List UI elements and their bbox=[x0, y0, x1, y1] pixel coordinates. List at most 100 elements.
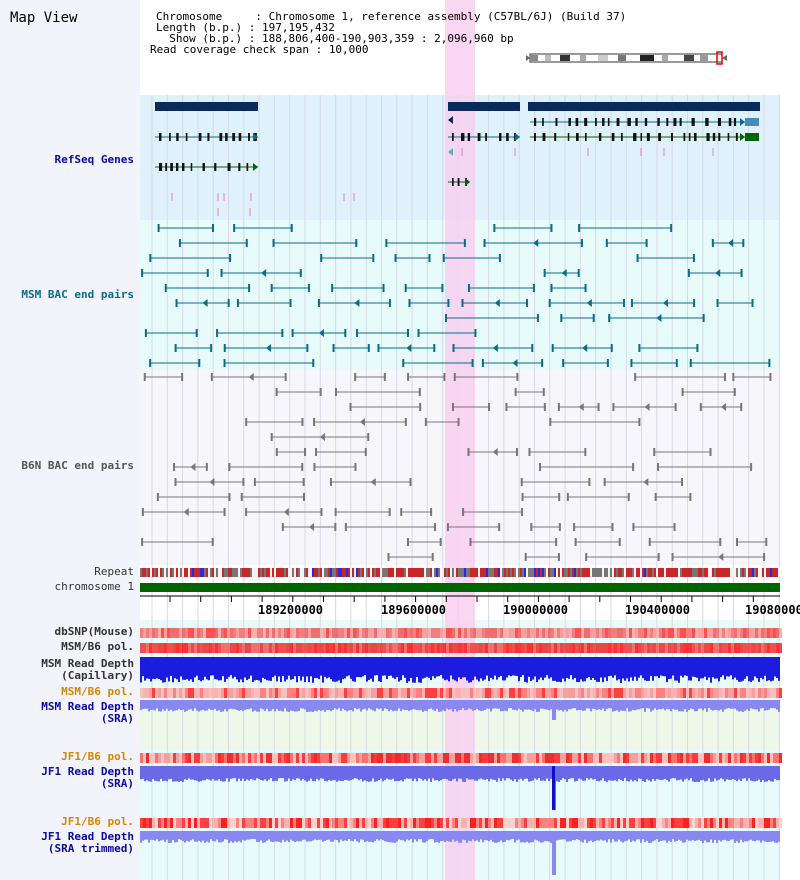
read-depth-bar bbox=[368, 700, 370, 709]
read-depth-bar bbox=[620, 766, 622, 780]
bac-end-mark bbox=[557, 403, 560, 411]
polymorphism-cell bbox=[542, 818, 545, 828]
repeat-mark bbox=[338, 568, 340, 577]
repeat-mark bbox=[490, 568, 492, 577]
bac-end-mark bbox=[654, 493, 657, 501]
read-depth-bar bbox=[446, 657, 448, 680]
read-depth-bar bbox=[178, 831, 180, 840]
track-label-msm-bac[interactable]: MSM BAC end pairs bbox=[21, 288, 134, 301]
bac-end-mark bbox=[229, 254, 232, 262]
read-depth-bar bbox=[228, 700, 230, 710]
polymorphism-cell bbox=[455, 643, 458, 653]
bac-end-mark bbox=[550, 224, 553, 232]
polymorphism-cell bbox=[464, 628, 467, 638]
read-depth-bar bbox=[744, 700, 746, 711]
read-depth-bar bbox=[570, 831, 572, 842]
polymorphism-cell bbox=[602, 688, 605, 698]
read-depth-bar bbox=[704, 831, 706, 841]
read-depth-bar bbox=[732, 657, 734, 680]
polymorphism-cell bbox=[296, 818, 299, 828]
polymorphism-cell bbox=[575, 688, 578, 698]
read-depth-bar bbox=[358, 766, 360, 781]
polymorphism-cell bbox=[662, 753, 665, 763]
read-depth-bar bbox=[634, 766, 636, 781]
read-depth-bar bbox=[582, 831, 584, 843]
axis-tick-label: 190000000 bbox=[503, 603, 569, 617]
polymorphism-cell bbox=[440, 818, 443, 828]
bac-end-mark bbox=[306, 344, 309, 352]
read-depth-bar bbox=[382, 700, 384, 711]
bac-end-mark bbox=[443, 373, 446, 381]
polymorphism-cell bbox=[389, 753, 392, 763]
track-label-b6n-bac[interactable]: B6N BAC end pairs bbox=[21, 459, 134, 472]
read-depth-bar bbox=[544, 766, 546, 781]
bac-end-mark bbox=[560, 314, 563, 322]
gene-utr bbox=[745, 118, 759, 126]
polymorphism-cell bbox=[611, 818, 614, 828]
polymorphism-cell bbox=[368, 818, 371, 828]
read-depth-bar bbox=[332, 766, 334, 781]
polymorphism-cell bbox=[725, 818, 728, 828]
polymorphism-cell bbox=[596, 688, 599, 698]
read-depth-bar bbox=[676, 831, 678, 841]
read-depth-bar bbox=[394, 831, 396, 843]
read-depth-bar bbox=[636, 831, 638, 840]
repeat-mark bbox=[718, 568, 720, 577]
polymorphism-cell bbox=[623, 643, 626, 653]
read-depth-bar bbox=[378, 831, 380, 841]
repeat-mark bbox=[452, 568, 454, 577]
bac-end-mark bbox=[505, 403, 508, 411]
polymorphism-cell bbox=[698, 628, 701, 638]
track-label-dbsnp: dbSNP(Mouse) bbox=[54, 625, 134, 638]
read-depth-bar bbox=[374, 831, 376, 842]
read-depth-bar bbox=[758, 700, 760, 712]
polymorphism-cell bbox=[248, 818, 251, 828]
read-depth-bar bbox=[644, 831, 646, 843]
read-depth-bar bbox=[434, 657, 436, 679]
polymorphism-cell bbox=[227, 818, 230, 828]
read-depth-bar bbox=[306, 831, 308, 842]
read-depth-bar bbox=[368, 831, 370, 842]
track-label-refseq[interactable]: RefSeq Genes bbox=[54, 153, 134, 166]
repeat-mark bbox=[652, 568, 654, 577]
read-depth-bar bbox=[586, 700, 588, 709]
bac-end-mark bbox=[372, 254, 375, 262]
repeat-mark bbox=[500, 568, 502, 577]
polymorphism-cell bbox=[428, 688, 431, 698]
polymorphism-cell bbox=[623, 628, 626, 638]
read-depth-bar bbox=[432, 700, 434, 710]
bac-end-mark bbox=[227, 299, 230, 307]
read-depth-bar bbox=[464, 831, 466, 841]
read-depth-bar bbox=[526, 657, 528, 683]
read-depth-bar bbox=[348, 657, 350, 676]
polymorphism-cell bbox=[266, 818, 269, 828]
repeat-mark bbox=[158, 568, 160, 577]
read-depth-bar bbox=[276, 766, 278, 782]
polymorphism-cell bbox=[416, 753, 419, 763]
polymorphism-cell bbox=[764, 818, 767, 828]
read-depth-bar bbox=[140, 766, 142, 780]
gene-exon bbox=[666, 118, 669, 126]
read-depth-bar bbox=[160, 831, 162, 841]
polymorphism-cell bbox=[143, 628, 146, 638]
read-depth-bar bbox=[614, 766, 616, 781]
polymorphism-cell bbox=[197, 643, 200, 653]
read-depth-bar bbox=[238, 766, 240, 779]
read-depth-bar bbox=[398, 657, 400, 682]
polymorphism-cell bbox=[521, 753, 524, 763]
bac-end-mark bbox=[636, 254, 639, 262]
read-depth-bar bbox=[448, 766, 450, 781]
read-depth-bar bbox=[590, 700, 592, 712]
repeat-mark bbox=[622, 568, 624, 577]
polymorphism-cell bbox=[140, 688, 143, 698]
read-depth-bar bbox=[568, 657, 570, 679]
repeat-mark bbox=[218, 568, 220, 577]
read-depth-bar bbox=[378, 766, 380, 781]
polymorphism-cell bbox=[248, 753, 251, 763]
polymorphism-cell bbox=[410, 753, 413, 763]
polymorphism-cell bbox=[680, 628, 683, 638]
read-depth-bar bbox=[730, 657, 732, 676]
read-depth-bar bbox=[410, 766, 412, 779]
read-depth-bar bbox=[464, 657, 466, 678]
